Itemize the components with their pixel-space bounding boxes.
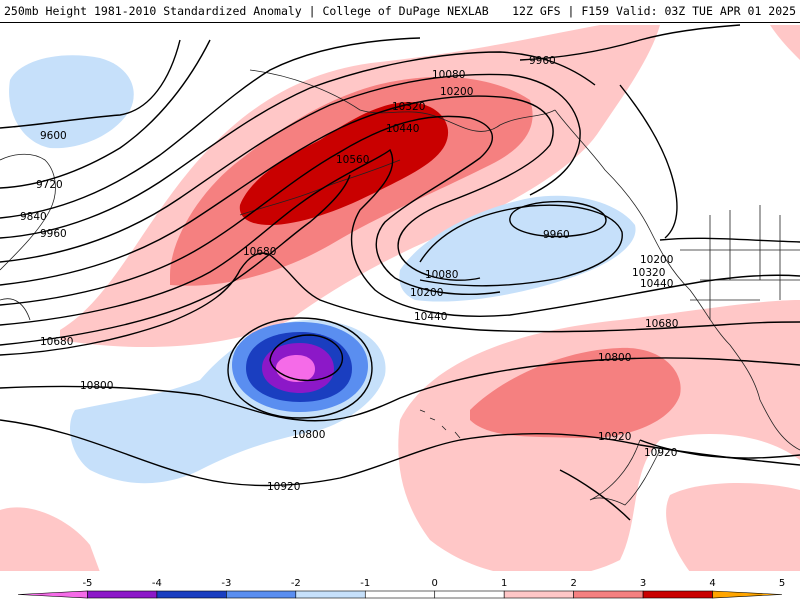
label-10800-e: 10800: [598, 352, 631, 364]
contour-10320-e: [659, 237, 800, 243]
label-10200-top: 10200: [440, 86, 473, 98]
label-9960-w: 9960: [40, 228, 67, 240]
valid-time: 12Z GFS | F159 Valid: 03Z TUE APR 01 202…: [512, 4, 796, 18]
colorbar-segment: [156, 590, 227, 599]
alaska-coastline: [249, 69, 556, 132]
positive-anomaly-northeast: [770, 25, 800, 60]
colorbar-segment: [364, 590, 436, 599]
positive-anomaly-south-small: [470, 531, 498, 561]
colorbar-segment: [87, 590, 158, 599]
label-10800-s: 10800: [292, 429, 325, 441]
label-10440-e: 10440: [640, 278, 673, 290]
negative-anomaly-northwest: [9, 55, 134, 149]
label-10560: 10560: [336, 154, 369, 166]
positive-anomaly-south: [666, 483, 800, 571]
label-10080-low: 10080: [425, 269, 458, 281]
colorbar-tick-label: -4: [152, 578, 162, 589]
colorbar-tick-label: 0: [432, 578, 438, 589]
colorbar-segment: [434, 590, 505, 599]
colorbar-segment: [503, 590, 574, 599]
positive-anomaly-southwest: [0, 507, 100, 571]
contour-10320: [0, 115, 501, 306]
colorbar-tick-labels: -5 -4 -3 -2 -1 0 1 2 3 4 5: [82, 578, 785, 589]
contour-10680: [0, 252, 800, 356]
contour-10440-cutoff-inner: [269, 334, 344, 382]
contour-10920: [0, 419, 800, 487]
asia-coastline: [0, 153, 56, 271]
coastlines: [0, 69, 800, 506]
state-borders: [690, 205, 800, 320]
positive-anomaly-north-strong: [239, 102, 449, 225]
label-10920-e: 10920: [644, 447, 677, 459]
pacific-nw-coast: [554, 109, 800, 451]
contour-9840: [0, 37, 421, 219]
colorbar-segment: [712, 590, 783, 599]
label-9840: 9840: [20, 211, 47, 223]
contour-9720: [0, 39, 211, 189]
label-9600: 9600: [40, 130, 67, 142]
negative-anomaly-east: [399, 195, 636, 302]
label-10440-mid: 10440: [414, 311, 447, 323]
label-9960-top: 9960: [529, 55, 556, 67]
positive-anomaly-southeast-medium: [470, 347, 681, 439]
colorbar-tick-label: 2: [570, 578, 576, 589]
colorbar-segment: [642, 590, 713, 599]
label-10200-low: 10200: [410, 287, 443, 299]
label-10440-top: 10440: [386, 123, 419, 135]
label-9960-low: 9960: [543, 229, 570, 241]
contour-9960-top: [519, 24, 741, 61]
height-contour-labels: 9960 10080 10200 10320 10440 10560 10680…: [20, 55, 678, 493]
label-10680-e: 10680: [645, 318, 678, 330]
colorbar-segment: [226, 590, 297, 599]
colorbar-tick-label: -1: [360, 578, 370, 589]
label-10320-e: 10320: [632, 267, 665, 279]
contour-10200: [0, 95, 554, 286]
negative-anomaly-cutoff-core: [276, 355, 315, 382]
label-10920-mid: 10920: [598, 431, 631, 443]
label-10320-top: 10320: [392, 101, 425, 113]
colorbar-segment: [573, 590, 644, 599]
contour-10800: [0, 357, 800, 422]
colorbar-tick-label: 1: [501, 578, 507, 589]
colorbar-tick-label: -3: [221, 578, 231, 589]
contour-10920-e: [639, 439, 800, 459]
colorbar-tick-label: -2: [291, 578, 301, 589]
label-9720: 9720: [36, 179, 63, 191]
colorbar-segments: [17, 590, 783, 599]
product-title: 250mb Height 1981-2010 Standardized Anom…: [4, 4, 489, 18]
hawaii-islands: [419, 409, 461, 439]
title-bar: 250mb Height 1981-2010 Standardized Anom…: [0, 0, 800, 23]
label-10680-w: 10680: [243, 246, 276, 258]
label-10200-e: 10200: [640, 254, 673, 266]
contour-10080: [0, 73, 581, 263]
label-10080-top: 10080: [432, 69, 465, 81]
contour-9960: [0, 51, 596, 239]
colorbar-tick-label: -5: [82, 578, 92, 589]
colorbar-tick-label: 5: [779, 578, 785, 589]
label-10680-sw: 10680: [40, 336, 73, 348]
contour-9960-low: [509, 200, 607, 238]
aleutian-chain: [239, 159, 401, 216]
anomaly-map: 9960 10080 10200 10320 10440 10560 10680…: [0, 24, 800, 571]
contour-10200-e: [619, 84, 678, 239]
label-10920-s: 10920: [267, 481, 300, 493]
contour-10560: [0, 174, 351, 346]
contour-10440: [0, 148, 800, 326]
color-scale-bar: -5 -4 -3 -2 -1 0 1 2 3 4 5: [0, 572, 800, 600]
colorbar-segment: [295, 590, 366, 599]
contour-9600: [0, 39, 181, 129]
label-10800-w: 10800: [80, 380, 113, 392]
colorbar-tick-label: 4: [709, 578, 715, 589]
colorbar-tick-label: 3: [640, 578, 646, 589]
height-contours: [0, 24, 800, 521]
contour-10080-low: [419, 204, 623, 287]
contour-10440-cutoff: [227, 317, 373, 419]
contour-10920-s: [559, 469, 631, 521]
